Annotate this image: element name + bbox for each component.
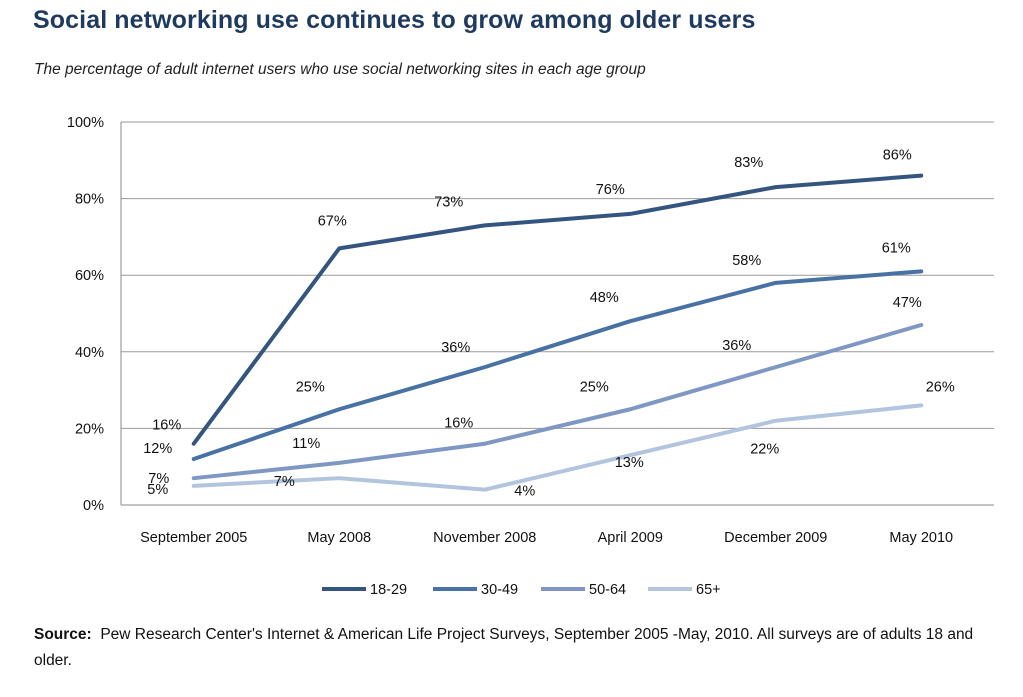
- legend-label: 50-64: [589, 582, 626, 598]
- data-label: 58%: [732, 253, 761, 269]
- legend-label: 30-49: [481, 582, 518, 598]
- x-tick-label: April 2009: [598, 530, 663, 546]
- chart-title: Social networking use continues to grow …: [33, 6, 756, 34]
- data-label: 26%: [926, 379, 955, 395]
- series-line-50-64: [191, 322, 924, 481]
- data-label: 5%: [147, 482, 168, 498]
- x-tick-label: May 2008: [307, 530, 371, 546]
- y-tick-label: 80%: [75, 192, 104, 208]
- source-note: Source: Pew Research Center's Internet &…: [34, 622, 994, 674]
- y-tick-label: 0%: [83, 498, 104, 514]
- data-label: 16%: [444, 416, 473, 432]
- line-chart: 0% 20% 40% 60% 80% 100% September 2005 May 2008…: [67, 115, 994, 598]
- data-label: 86%: [883, 148, 912, 164]
- x-tick-label: September 2005: [140, 530, 247, 546]
- source-label: Source:: [34, 626, 92, 643]
- x-tick-label: December 2009: [724, 530, 827, 546]
- y-tick-label: 100%: [67, 115, 104, 131]
- data-label: 11%: [292, 436, 320, 452]
- data-label: 4%: [514, 484, 535, 500]
- data-label: 22%: [750, 442, 779, 458]
- data-label: 61%: [882, 240, 911, 256]
- y-tick-label: 20%: [75, 421, 104, 437]
- data-label: 47%: [893, 295, 922, 311]
- y-tick-label: 60%: [75, 268, 104, 284]
- data-label: 83%: [734, 155, 763, 171]
- data-label: 16%: [152, 418, 181, 434]
- data-label: 25%: [296, 379, 325, 395]
- chart-subtitle: The percentage of adult internet users w…: [34, 61, 646, 78]
- data-label: 7%: [274, 474, 295, 490]
- data-label: 67%: [318, 213, 347, 229]
- y-tick-label: 40%: [75, 345, 104, 361]
- series-line-18-29: [191, 173, 924, 446]
- legend-label: 18-29: [370, 582, 407, 598]
- data-label: 36%: [722, 338, 751, 354]
- data-label: 25%: [580, 379, 609, 395]
- series-line-65+: [191, 403, 924, 492]
- data-label: 7%: [148, 471, 169, 487]
- data-label: 13%: [615, 455, 644, 471]
- data-label: 12%: [143, 441, 172, 457]
- series-line-30-49: [191, 269, 924, 462]
- data-label: 76%: [596, 182, 625, 198]
- source-text: Pew Research Center's Internet & America…: [34, 626, 974, 669]
- legend-label: 65+: [696, 582, 721, 598]
- x-tick-label: November 2008: [433, 530, 536, 546]
- data-label: 73%: [434, 194, 463, 210]
- data-label: 36%: [441, 340, 470, 356]
- data-label: 48%: [590, 290, 619, 306]
- x-tick-label: May 2010: [889, 530, 953, 546]
